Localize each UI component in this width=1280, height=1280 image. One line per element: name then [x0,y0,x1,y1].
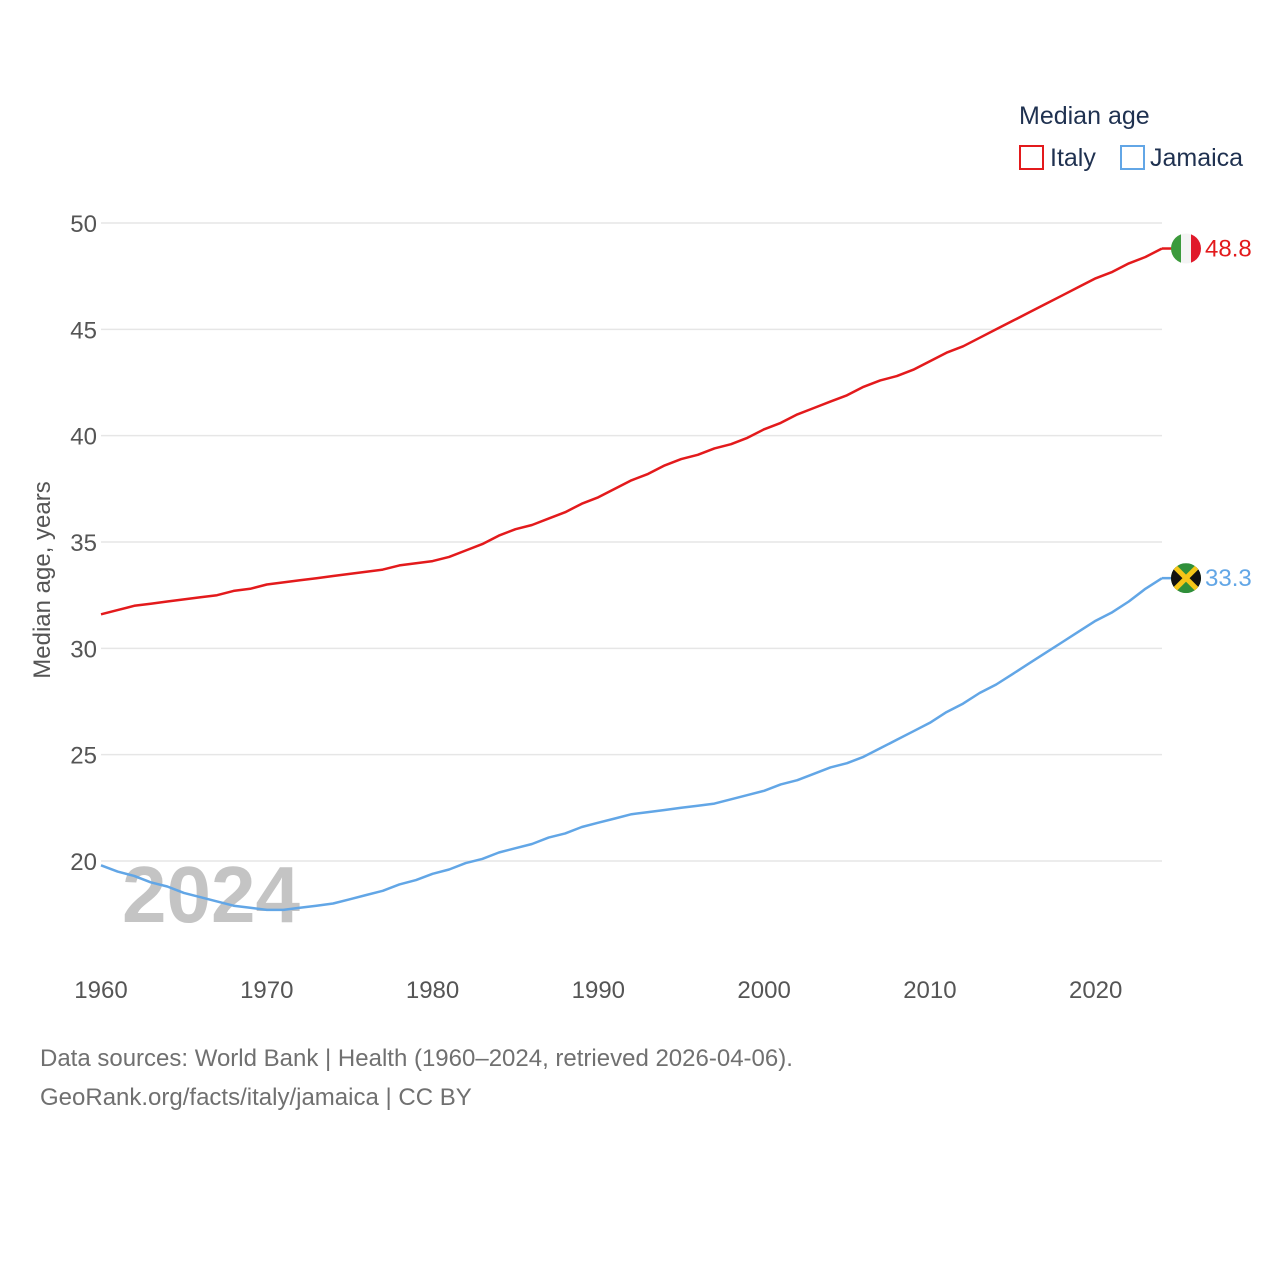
legend-label-italy: Italy [1050,144,1096,172]
end-markers: 48.8 33.3 [1162,233,1252,594]
legend-item-jamaica[interactable]: Jamaica [1120,144,1243,172]
end-value-italy: 48.8 [1205,236,1252,263]
legend-swatch-italy [1019,145,1044,170]
series-line-italy[interactable] [100,247,1163,616]
x-tick-label-1980: 1980 [406,977,459,1004]
y-tick-label-50: 50 [70,211,97,238]
y-tick-label-45: 45 [70,317,97,344]
y-axis-title: Median age, years [29,481,56,678]
x-tick-label-1990: 1990 [572,977,625,1004]
y-tick-label-25: 25 [70,743,97,770]
y-tick-label-40: 40 [70,424,97,451]
legend-title: Median age [1019,102,1150,130]
jamaica-flag-icon [1171,563,1201,594]
current-year-watermark: 2024 [122,850,300,939]
x-axis-ticks: 1960 1970 1980 1990 2000 2010 2020 [74,977,1122,1004]
legend-swatch-jamaica [1120,145,1145,170]
source-line-2: GeoRank.org/facts/italy/jamaica | CC BY [40,1084,472,1111]
y-tick-label-30: 30 [70,636,97,663]
source-line-1: Data sources: World Bank | Health (1960–… [40,1045,793,1072]
legend-item-italy[interactable]: Italy [1019,144,1096,172]
y-axis-ticks: 20 25 30 35 40 45 50 [70,211,97,876]
legend: Median age Italy Jamaica [1019,102,1243,172]
italy-flag-icon [1171,233,1201,264]
series-lines [100,247,1163,912]
end-value-jamaica: 33.3 [1205,565,1252,592]
series-line-jamaica[interactable] [100,577,1163,912]
x-tick-label-1970: 1970 [240,977,293,1004]
y-tick-label-20: 20 [70,849,97,876]
legend-label-jamaica: Jamaica [1150,144,1243,172]
x-tick-label-1960: 1960 [74,977,127,1004]
x-tick-label-2010: 2010 [903,977,956,1004]
x-tick-label-2000: 2000 [737,977,790,1004]
x-tick-label-2020: 2020 [1069,977,1122,1004]
gridlines [101,222,1162,862]
y-tick-label-35: 35 [70,530,97,557]
